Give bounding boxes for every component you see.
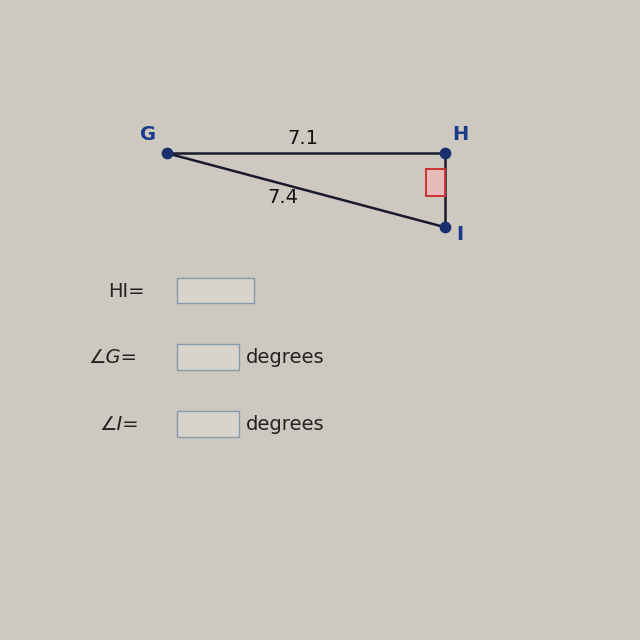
- Text: ∠I=: ∠I=: [99, 415, 138, 434]
- Text: degrees: degrees: [246, 348, 324, 367]
- Point: [162, 148, 172, 158]
- Bar: [177, 411, 239, 436]
- Text: HI=: HI=: [108, 282, 145, 301]
- Bar: [177, 278, 253, 303]
- Point: [440, 148, 450, 158]
- Point: [440, 222, 450, 232]
- Text: degrees: degrees: [246, 415, 324, 434]
- Text: ∠G=: ∠G=: [88, 348, 137, 367]
- Text: H: H: [452, 125, 468, 144]
- Text: I: I: [456, 225, 463, 244]
- Bar: [177, 344, 239, 370]
- Text: 7.1: 7.1: [288, 129, 319, 148]
- Text: 7.4: 7.4: [268, 188, 299, 207]
- Bar: [426, 169, 445, 196]
- Text: G: G: [140, 125, 156, 144]
